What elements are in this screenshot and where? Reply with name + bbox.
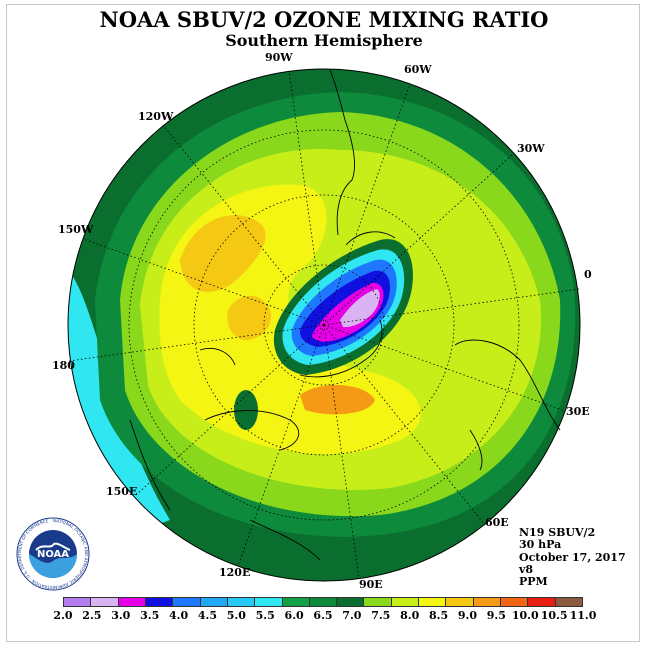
color-swatch-3.0 (118, 598, 146, 606)
figure-frame (6, 4, 640, 642)
color-swatch-9.5 (473, 598, 501, 606)
color-swatch-8.5 (419, 598, 447, 606)
map-outline (67, 68, 581, 582)
color-swatch-3.5 (145, 598, 174, 606)
lon-label-90w: 90W (265, 51, 293, 64)
color-swatch-10.0 (501, 598, 529, 606)
color-scale-label: 5.0 (226, 609, 246, 622)
color-swatch-6.0 (282, 598, 310, 606)
lon-label-30e: 30E (566, 405, 590, 418)
lon-label-120w: 120W (138, 110, 174, 123)
coastlines (129, 69, 561, 561)
lon-label-180: 180 (52, 359, 75, 372)
color-swatch-5.0 (227, 598, 256, 606)
color-swatch-4.5 (200, 598, 228, 606)
info-units: PPM (519, 575, 548, 589)
info-level: 30 hPa (519, 538, 562, 552)
graticule (68, 70, 580, 580)
ozone-band-2.5-core (340, 289, 380, 328)
ozone-band-9.0-a (180, 215, 266, 292)
coast-antarctica-east (299, 319, 383, 378)
ozone-field (68, 69, 580, 581)
color-swatch-7.5 (364, 598, 392, 606)
coast-peninsula (345, 231, 396, 246)
lon-label-60e: 60E (485, 516, 509, 529)
color-swatch-10.5 (528, 598, 556, 606)
color-scale-label: 5.5 (255, 609, 275, 622)
color-swatch-6.5 (309, 598, 338, 606)
color-scale-label: 4.0 (168, 609, 189, 622)
lon-label-30w: 30W (517, 142, 545, 155)
color-swatch-2.0 (64, 598, 92, 606)
lon-label-90e: 90E (359, 578, 383, 591)
coast-australia-south (204, 410, 300, 451)
color-scale-label: 4.5 (197, 609, 218, 622)
ozone-band-7.0-small (234, 390, 258, 430)
info-instrument: N19 SBUV/2 (519, 526, 596, 539)
info-panel: N19 SBUV/2 30 hPa October 17, 2017 v8 PP… (519, 526, 626, 589)
coast-indonesia (249, 519, 321, 561)
color-scale-labels: 2.0 2.5 3.0 3.5 4.0 4.5 5.0 5.5 6.0 6.5 7.0 7.5 8.0 8… (53, 609, 596, 623)
color-scale-label: 9.0 (457, 609, 478, 622)
coast-ross (199, 347, 236, 366)
lon-label-60w: 60W (404, 63, 432, 76)
color-scale-label: 3.0 (111, 609, 131, 622)
color-swatch-7.0 (337, 598, 365, 606)
color-scale-label: 9.5 (486, 609, 506, 622)
color-swatch-8.0 (391, 598, 420, 606)
color-swatch-2.5 (91, 598, 119, 606)
color-scale-label: 7.0 (342, 609, 362, 622)
map-subtitle: Southern Hemisphere (225, 31, 423, 50)
lon-label-150w: 150W (58, 223, 94, 236)
lon-label-150e: 150E (106, 485, 137, 498)
lon-label-0: 0 (584, 268, 592, 281)
info-date: October 17, 2017 (519, 550, 626, 564)
color-scale-label: 7.5 (371, 609, 391, 622)
color-scale-label: 8.0 (400, 609, 420, 622)
color-swatch-4.0 (173, 598, 201, 606)
color-scale-label: 3.5 (140, 609, 160, 622)
color-scale-label: 10.5 (540, 609, 568, 622)
color-scale-label: 8.5 (428, 609, 449, 622)
color-swatch-5.5 (255, 598, 283, 606)
lon-label-120e: 120E (219, 566, 250, 579)
coast-madagascar (469, 429, 483, 471)
noaa-logo-text: NOAA (37, 549, 69, 560)
color-scale-label: 11.0 (569, 609, 597, 622)
ozone-band-9.5 (300, 384, 375, 415)
coast-south-america (329, 69, 355, 236)
coast-new-zealand (129, 419, 171, 511)
color-scale-bar (63, 597, 583, 607)
map-title: NOAA SBUV/2 OZONE MIXING RATIO (99, 7, 549, 32)
color-scale-label: 2.0 (53, 609, 73, 622)
color-scale-label: 6.5 (313, 609, 333, 622)
color-scale-label: 6.0 (284, 609, 304, 622)
noaa-logo: NOAA NATIONAL OCEANIC AND ATMOSPHERIC AD… (16, 517, 90, 591)
coast-africa-south (454, 339, 561, 431)
color-swatch-11.0 (555, 598, 582, 606)
ozone-band-9.0-b (227, 295, 272, 340)
color-swatch-9.0 (446, 598, 474, 606)
info-version: v8 (519, 562, 534, 576)
color-scale-label: 10.0 (511, 609, 539, 622)
color-scale-label: 2.5 (82, 609, 102, 622)
